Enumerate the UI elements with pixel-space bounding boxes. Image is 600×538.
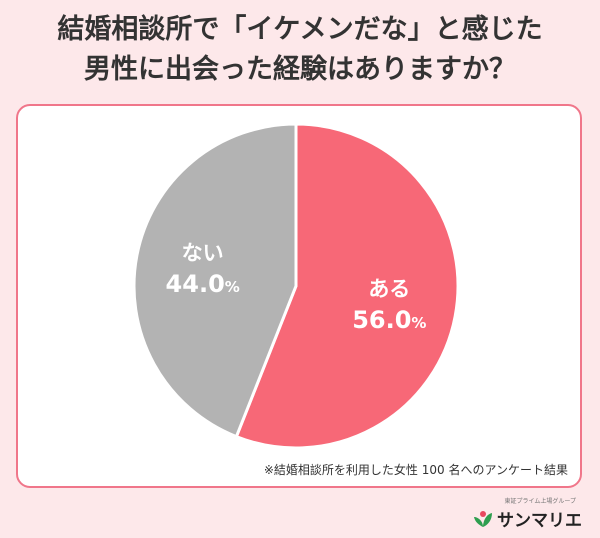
- slice-value: 44.0%: [166, 270, 240, 298]
- slice-value: 56.0%: [352, 306, 426, 334]
- pie-slice-yes: [234, 122, 460, 450]
- pie-chart: ある 56.0% ない 44.0%: [132, 122, 460, 450]
- brand: 東証プライム上場グループ サンマリエ: [442, 496, 582, 532]
- slice-label: ある: [368, 277, 410, 301]
- leaf-icon: [474, 510, 492, 527]
- chart-title: 結婚相談所で「イケメンだな」と感じた 男性に出会った経験はありますか？: [0, 10, 600, 90]
- survey-note: ※結婚相談所を利用した女性 100 名へのアンケート結果: [263, 463, 568, 477]
- title-line-2: 男性に出会った経験はありますか？: [84, 54, 516, 85]
- title-line-1: 結婚相談所で「イケメンだな」と感じた: [57, 14, 543, 45]
- brand-name: サンマリエ: [497, 511, 582, 531]
- chart-card: ある 56.0% ない 44.0% ※結婚相談所を利用した女性 100 名へのアンケー…: [16, 104, 582, 488]
- pie-slice-no: [132, 122, 298, 439]
- slice-label: ない: [182, 241, 224, 265]
- brand-subtitle: 東証プライム上場グループ: [504, 498, 576, 505]
- brand-logo: サンマリエ: [472, 506, 582, 531]
